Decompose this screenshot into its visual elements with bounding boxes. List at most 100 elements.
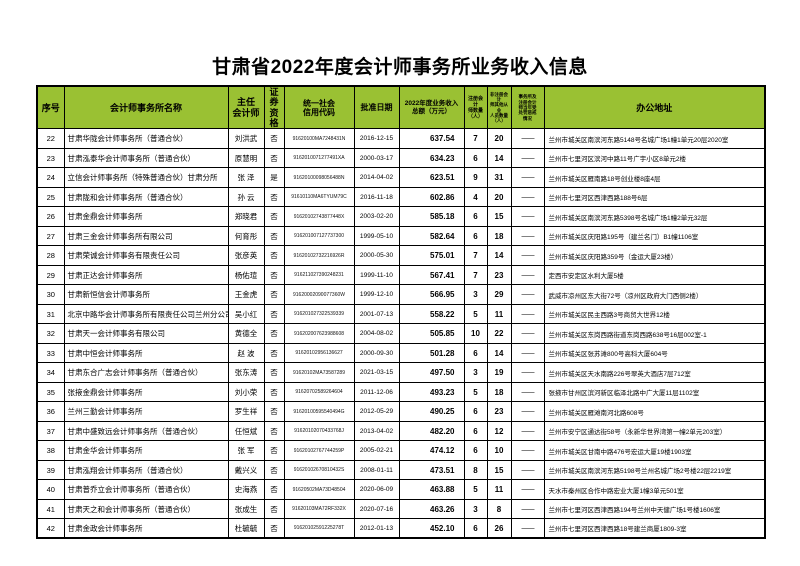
cell: 孙 云 xyxy=(227,186,265,208)
column-header-3: 证券 资格 xyxy=(263,85,285,130)
cell: —— xyxy=(510,479,545,500)
cell: —— xyxy=(510,264,545,286)
cell: 杨佑瑄 xyxy=(227,264,265,286)
cell: 7 xyxy=(463,128,488,149)
cell: 91620102956136627 xyxy=(283,342,355,364)
cell: 41 xyxy=(36,498,65,520)
cell: 甘肃华陇会计师事务所（普通合伙） xyxy=(63,128,229,149)
cell: 甘肃陇和会计师事务所（普通合伙） xyxy=(63,186,229,208)
cell: 497.50 xyxy=(398,362,465,383)
cell: 490.25 xyxy=(398,401,465,422)
cell: —— xyxy=(510,362,545,383)
cell: 王金虎 xyxy=(227,284,265,305)
cell: 6 xyxy=(463,420,488,442)
cell: 463.26 xyxy=(398,498,465,520)
cell: 北京中路华会计师事务所有限责任公司兰州分公司 xyxy=(63,303,229,325)
cell: 23 xyxy=(36,147,65,169)
cell: 否 xyxy=(263,342,285,364)
cell: —— xyxy=(510,245,545,266)
cell: 兰州市城关区庆阳路195号（建兰名门）B1幢1106室 xyxy=(543,225,766,247)
cell: 24 xyxy=(36,167,65,188)
cell: 罗生祥 xyxy=(227,401,265,422)
cell: 甘肃泓泰华会计师事务所（普通合伙） xyxy=(63,147,229,169)
cell: 15 xyxy=(486,459,512,481)
cell: 6 xyxy=(463,206,488,227)
cell: 33 xyxy=(36,342,65,364)
cell: 474.12 xyxy=(398,440,465,461)
cell: 兰州市七里河区西津西路188号6层 xyxy=(543,186,766,208)
cell: 916202007623988608 xyxy=(283,323,355,344)
cell: 26 xyxy=(36,206,65,227)
cell: 91620100595540494G xyxy=(283,401,355,422)
cell: 91620102767744259P xyxy=(283,440,355,461)
cell: 91620102743877448X xyxy=(283,206,355,227)
cell: 575.01 xyxy=(398,245,465,266)
cell: 张 泽 xyxy=(227,167,265,188)
column-header-6: 2022年度业务收入 总额（万元） xyxy=(398,85,465,130)
table-row: 30 甘肃新恒信会计师事务所 王金虎否 91620002090077360W 1999-… xyxy=(36,284,766,305)
table-row: 29 甘肃正达会计师事务所 杨佑瑄否 916211027390248231 1999-1… xyxy=(36,264,766,286)
cell: 582.64 xyxy=(398,225,465,247)
table-row: 34 甘肃东合广志会计师事务所（普通合伙） 张东涛否 91620102MA735872… xyxy=(36,362,766,383)
cell: 37 xyxy=(36,420,65,442)
cell: —— xyxy=(510,167,545,188)
cell: 3 xyxy=(463,284,488,305)
cell: 38 xyxy=(36,440,65,461)
cell: 452.10 xyxy=(398,518,465,539)
table-row: 25 甘肃陇和会计师事务所（普通合伙）孙 云否 91610110MA6TYUM79C… xyxy=(36,186,766,208)
table-row: 39 甘肃泓翔会计师事务所（普通合伙） 戴兴义否 91620102670810432S… xyxy=(36,459,766,481)
cell: 6 xyxy=(463,518,488,539)
cell: 3 xyxy=(463,362,488,383)
cell: 2004-08-02 xyxy=(353,323,400,344)
cell: 20 xyxy=(486,186,512,208)
cell: 武威市凉州区东大街72号（凉州区政府大门西侧2楼） xyxy=(543,284,766,305)
cell: —— xyxy=(510,225,545,247)
cell: 501.28 xyxy=(398,342,465,364)
cell: 91620100MA7248431N xyxy=(283,128,355,149)
cell: —— xyxy=(510,186,545,208)
cell: 29 xyxy=(486,284,512,305)
header-row: 序号 会计师事务所名称 主任 会计师 证券 资格 统一社会 信用代码 批准日期 2022年度… xyxy=(36,85,766,130)
table-row: 37 甘肃中盛致远会计师事务所（普通合伙） 任恒斌否 9162010207043376… xyxy=(36,420,766,442)
cell: 甘肃金政会计师事务所 xyxy=(63,518,229,539)
cell: 张 军 xyxy=(227,440,265,461)
cell: 兰州市城关区天水南路226号翠英大酒店7层712室 xyxy=(543,362,766,383)
table-row: 24 立信会计师事务所（特殊普通合伙）甘肃分所张 泽是 91620100098056… xyxy=(36,167,766,188)
cell: 482.20 xyxy=(398,420,465,442)
cell: 14 xyxy=(486,245,512,266)
cell: 2008-01-11 xyxy=(353,459,400,481)
cell: 兰州市城关区民主西路3号商贸大世界12楼 xyxy=(543,303,766,325)
cell: 兰州市七里河区西津西路18号建兰商厦1809-3室 xyxy=(543,518,766,539)
cell: 否 xyxy=(263,420,285,442)
cell: 2016-11-18 xyxy=(353,186,400,208)
cell: 91620102MA73587289 xyxy=(283,362,355,383)
cell: —— xyxy=(510,401,545,422)
cell: 2013-04-02 xyxy=(353,420,400,442)
cell: 戴兴义 xyxy=(227,459,265,481)
cell: 兰州市七里河区西津西路194号兰州中天健广场1号楼1606室 xyxy=(543,498,766,520)
cell: 是 xyxy=(263,167,285,188)
cell: —— xyxy=(510,381,545,403)
cell: 刘洪武 xyxy=(227,128,265,149)
cell: 505.85 xyxy=(398,323,465,344)
cell: —— xyxy=(510,440,545,461)
cell: 2011-12-06 xyxy=(353,381,400,403)
cell: 28 xyxy=(36,245,65,266)
cell: 何育彤 xyxy=(227,225,265,247)
cell: 23 xyxy=(486,401,512,422)
table-row: 28 甘肃荣诚会计师事务有限责任公司 张彦英否 91620102732216926R 2… xyxy=(36,245,766,266)
cell: 14 xyxy=(486,342,512,364)
cell: 39 xyxy=(36,459,65,481)
cell: 任恒斌 xyxy=(227,420,265,442)
cell: 91620102070433768J xyxy=(283,420,355,442)
cell: 91620103MA72RF332X xyxy=(283,498,355,520)
table-row: 41 甘肃天之和会计师事务所（普通合伙） 张成生否 91620103MA72RF332… xyxy=(36,498,766,520)
cell: 兰州三勤会计师事务所 xyxy=(63,401,229,422)
cell: —— xyxy=(510,459,545,481)
table-row: 35 张掖金鼎会计师事务所 刘小荣否 91620702589264604 2011-12… xyxy=(36,381,766,403)
cell: 否 xyxy=(263,323,285,344)
cell: 7 xyxy=(463,245,488,266)
cell: 兰州市城关区雁滩南河北路608号 xyxy=(543,401,766,422)
table-row: 31 北京中路华会计师事务所有限责任公司兰州分公司 吴小红否 916201027322… xyxy=(36,303,766,325)
